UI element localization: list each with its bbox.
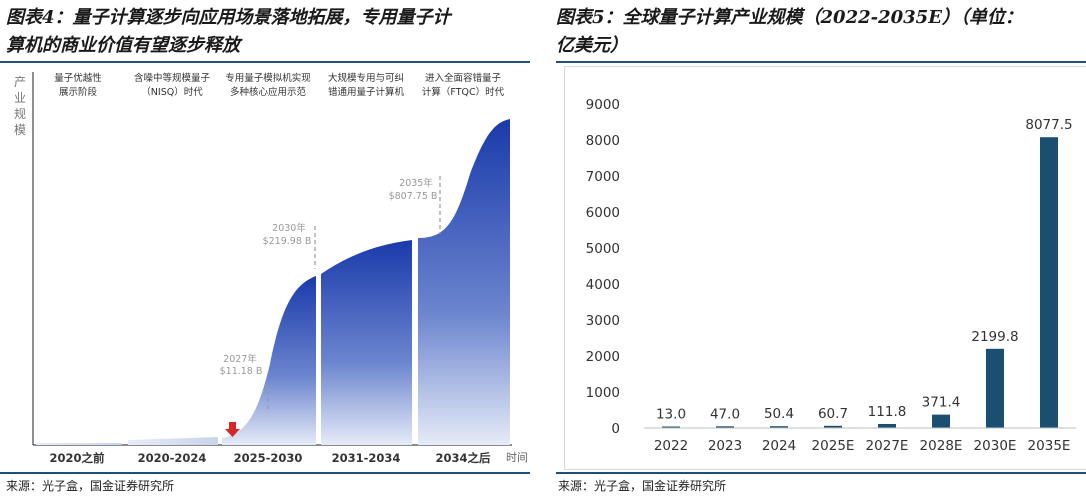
stage-line2: 多种核心应用示范 xyxy=(230,86,307,98)
bar-value-label: 13.0 xyxy=(656,407,686,423)
y-tick-label: 4000 xyxy=(586,277,620,293)
left-title-line1: 图表4：量子计算逐步向应用场景落地拓展，专用量子计 xyxy=(6,7,451,28)
right-bottom-rule xyxy=(556,472,1086,474)
period-label: 2034之后 xyxy=(435,451,491,465)
bar-value-label: 8077.5 xyxy=(1025,117,1072,133)
annotation-value: $807.75 B xyxy=(389,191,438,202)
left-title-rule xyxy=(0,61,530,63)
x-tick-label: 2028E xyxy=(920,438,963,454)
y-axis-label-char: 业 xyxy=(14,91,26,105)
stage-line2: 展示阶段 xyxy=(59,86,98,98)
stage-line1: 量子优越性 xyxy=(54,72,102,84)
right-title-rule xyxy=(556,61,1086,63)
y-axis-label-char: 模 xyxy=(14,123,26,137)
annotation-year: 2030年 xyxy=(272,222,306,234)
left-area-chart: 产业规模 时间 2027年 $11.18 B 2030年 $219.98 B 2… xyxy=(14,72,528,465)
annotation-value: $219.98 B xyxy=(263,236,312,247)
y-tick-label: 6000 xyxy=(586,205,620,221)
right-bar-chart: 0 1000 2000 3000 4000 5000 6000 7000 8000 9000 13… xyxy=(564,66,1086,470)
area-segment-2025-2030 xyxy=(222,276,316,445)
y-axis-label-char: 规 xyxy=(14,106,26,121)
stage-line1: 大规模专用与可纠 xyxy=(328,72,404,84)
annotation-2027: 2027年 $11.18 B xyxy=(220,353,263,377)
x-tick-label: 2035E xyxy=(1028,438,1071,454)
x-axis-label: 时间 xyxy=(506,451,528,464)
area-segment-2031-2034 xyxy=(321,240,412,445)
bar-value-label: 60.7 xyxy=(818,406,848,422)
period-label: 2025-2030 xyxy=(234,451,303,465)
x-tick-label: 2022 xyxy=(654,438,688,454)
left-title-line2: 算机的商业价值有望逐步释放 xyxy=(6,35,240,56)
period-label: 2020-2024 xyxy=(138,451,207,465)
bar xyxy=(932,414,950,428)
right-source: 来源：光子盒，国金证券研究所 xyxy=(558,479,727,493)
bar xyxy=(986,348,1004,428)
bar xyxy=(716,426,734,428)
stage-line1: 进入全面容错量子 xyxy=(425,72,502,84)
bar-value-label: 50.4 xyxy=(764,406,794,422)
y-tick-label: 7000 xyxy=(586,169,620,185)
y-tick-label: 1000 xyxy=(586,385,620,401)
y-tick-label: 3000 xyxy=(586,313,620,329)
stage-description: 含噪中等规模量子 （NISQ）时代 xyxy=(134,72,211,98)
value-labels: 13.0 47.0 50.4 60.7 111.8 371.4 2199.8 8077.5 xyxy=(656,117,1073,422)
y-tick-label: 5000 xyxy=(586,241,620,257)
bar xyxy=(662,426,680,428)
area-segment-2020-before xyxy=(36,443,122,445)
right-figure: 图表5：全球量子计算产业规模（2022-2035E）（单位： 亿美元） 0 100… xyxy=(556,0,1086,499)
stage-line2: 计算（FTQC）时代 xyxy=(422,86,505,98)
x-tick-label: 2030E xyxy=(974,438,1017,454)
period-labels: 2020之前 2020-2024 2025-2030 2031-2034 2034之后 xyxy=(49,451,491,465)
y-tick-labels: 0 1000 2000 3000 4000 5000 6000 7000 8000 9000 xyxy=(586,97,620,437)
annotation-year: 2035年 xyxy=(399,177,433,189)
area-segment-2034-after xyxy=(418,119,510,445)
y-tick-label: 9000 xyxy=(586,97,620,113)
right-figure-title: 图表5：全球量子计算产业规模（2022-2035E）（单位： 亿美元） xyxy=(556,4,1082,60)
red-arrow-icon xyxy=(225,422,240,437)
y-tick-label: 8000 xyxy=(586,133,620,149)
x-tick-labels: 2022 2023 2024 2025E 2027E 2028E 2030E 2035E xyxy=(654,438,1071,454)
bar-value-label: 2199.8 xyxy=(971,329,1018,345)
left-bottom-rule xyxy=(0,472,530,474)
bar-value-label: 47.0 xyxy=(710,406,740,422)
x-tick-label: 2024 xyxy=(762,438,796,454)
stage-line1: 含噪中等规模量子 xyxy=(134,72,211,84)
annotation-value: $11.18 B xyxy=(220,366,263,377)
bar-value-label: 371.4 xyxy=(922,395,961,411)
right-title-line2: 亿美元） xyxy=(556,35,628,56)
stage-line2: 错通用量子计算机 xyxy=(328,86,405,98)
y-axis-label-char: 产 xyxy=(14,75,26,89)
bars xyxy=(662,137,1058,428)
x-tick-label: 2027E xyxy=(866,438,909,454)
annotation-year: 2027年 xyxy=(223,353,257,365)
bar-value-label: 111.8 xyxy=(868,404,907,420)
x-tick-label: 2023 xyxy=(708,438,742,454)
annotation-2030: 2030年 $219.98 B xyxy=(263,222,312,247)
x-tick-label: 2025E xyxy=(812,438,855,454)
period-label: 2020之前 xyxy=(49,451,105,465)
bar xyxy=(824,425,842,428)
period-label: 2031-2034 xyxy=(332,451,401,465)
right-title-line1: 图表5：全球量子计算产业规模（2022-2035E）（单位： xyxy=(556,7,1023,28)
stage-line1: 专用量子模拟机实现 xyxy=(225,72,311,84)
bar xyxy=(770,426,788,428)
y-tick-label: 2000 xyxy=(586,349,620,365)
left-figure-title: 图表4：量子计算逐步向应用场景落地拓展，专用量子计 算机的商业价值有望逐步释放 xyxy=(6,4,526,60)
left-source: 来源：光子盒，国金证券研究所 xyxy=(6,479,175,493)
bar xyxy=(878,423,896,428)
bar xyxy=(1040,137,1058,428)
y-tick-label: 0 xyxy=(611,421,620,437)
left-figure: 图表4：量子计算逐步向应用场景落地拓展，专用量子计 算机的商业价值有望逐步释放 … xyxy=(0,0,530,499)
y-axis-label: 产业规模 xyxy=(14,75,26,137)
stage-line2: （NISQ）时代 xyxy=(141,86,203,98)
annotation-2035: 2035年 $807.75 B xyxy=(389,177,438,202)
area-segment-2020-2024 xyxy=(128,437,218,445)
